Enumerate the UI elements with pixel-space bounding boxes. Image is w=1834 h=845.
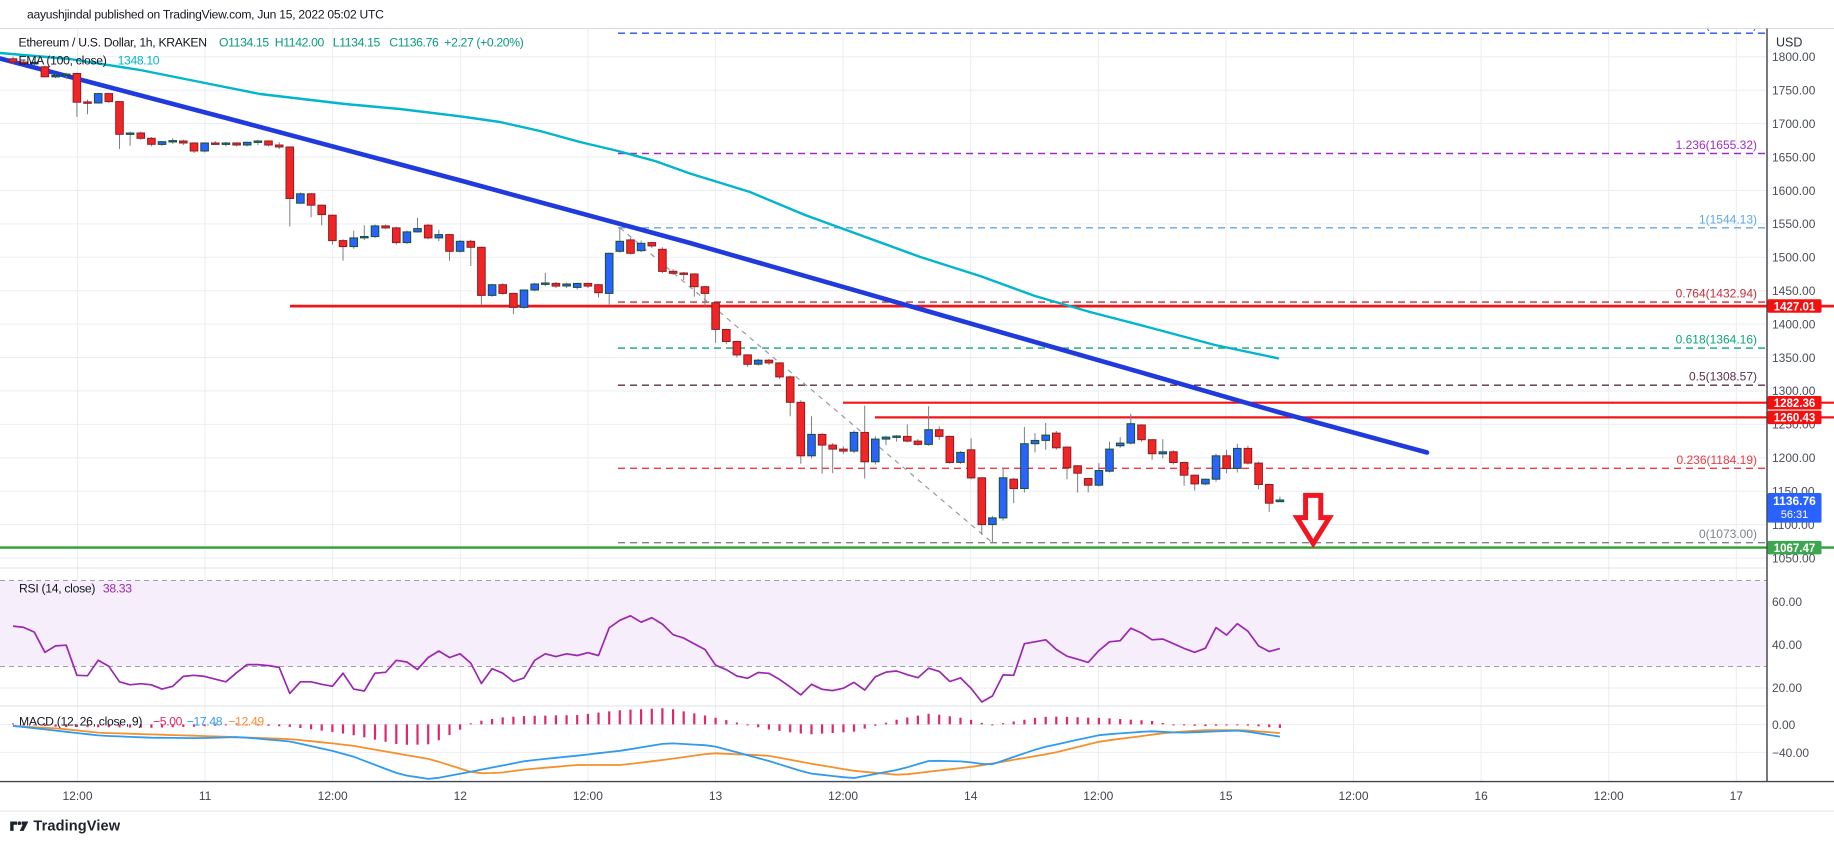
svg-text:1500.00: 1500.00: [1772, 251, 1816, 265]
svg-text:0.5(1308.57): 0.5(1308.57): [1689, 370, 1757, 384]
svg-text:1.618(1835.29): 1.618(1835.29): [1676, 18, 1757, 32]
svg-text:−17.48: −17.48: [187, 715, 223, 729]
svg-text:14: 14: [964, 789, 978, 803]
svg-text:12: 12: [454, 789, 468, 803]
svg-text:1350.00: 1350.00: [1772, 351, 1816, 365]
svg-text:1200.00: 1200.00: [1772, 451, 1816, 465]
svg-text:12:00: 12:00: [1338, 789, 1368, 803]
svg-text:1750.00: 1750.00: [1772, 84, 1816, 98]
svg-text:1(1544.13): 1(1544.13): [1699, 212, 1757, 226]
svg-text:Ethereum / U.S. Dollar, 1h, KR: Ethereum / U.S. Dollar, 1h, KRAKEN: [19, 36, 207, 50]
svg-text:0.764(1432.94): 0.764(1432.94): [1676, 287, 1757, 301]
svg-text:−40.00: −40.00: [1772, 746, 1809, 760]
svg-text:20.00: 20.00: [1772, 681, 1802, 695]
svg-text:1700.00: 1700.00: [1772, 117, 1816, 131]
svg-text:17: 17: [1730, 789, 1744, 803]
svg-text:0.618(1364.16): 0.618(1364.16): [1676, 333, 1757, 347]
svg-text:0(1073.00): 0(1073.00): [1699, 527, 1757, 541]
svg-text:C1136.76: C1136.76: [389, 36, 439, 50]
svg-text:1600.00: 1600.00: [1772, 184, 1816, 198]
svg-text:1067.47: 1067.47: [1774, 543, 1816, 555]
svg-text:+2.27 (+0.20%): +2.27 (+0.20%): [444, 36, 523, 50]
svg-text:1800.00: 1800.00: [1772, 50, 1816, 64]
svg-text:12:00: 12:00: [1594, 789, 1624, 803]
svg-text:1260.43: 1260.43: [1774, 413, 1816, 425]
svg-text:1450.00: 1450.00: [1772, 284, 1816, 298]
svg-text:12:00: 12:00: [62, 789, 92, 803]
svg-text:1050.00: 1050.00: [1772, 551, 1816, 565]
svg-text:12:00: 12:00: [828, 789, 858, 803]
svg-text:−5.00: −5.00: [153, 715, 183, 729]
svg-text:11: 11: [199, 789, 212, 803]
svg-text:12:00: 12:00: [573, 789, 603, 803]
svg-text:1427.01: 1427.01: [1774, 301, 1816, 313]
svg-text:1348.10: 1348.10: [118, 54, 160, 68]
svg-text:EMA (100, close): EMA (100, close): [19, 54, 107, 68]
svg-text:13: 13: [709, 789, 723, 803]
svg-text:O1134.15: O1134.15: [219, 36, 269, 50]
svg-text:12:00: 12:00: [1083, 789, 1113, 803]
svg-text:1400.00: 1400.00: [1772, 317, 1816, 331]
svg-text:USD: USD: [1776, 36, 1802, 50]
svg-text:TradingView: TradingView: [33, 819, 120, 835]
svg-text:56:31: 56:31: [1781, 509, 1809, 521]
svg-text:38.33: 38.33: [103, 582, 132, 596]
svg-text:−12.49: −12.49: [228, 715, 264, 729]
svg-text:0.00: 0.00: [1772, 718, 1796, 732]
svg-text:1550.00: 1550.00: [1772, 217, 1816, 231]
svg-text:1136.76: 1136.76: [1773, 494, 1816, 508]
svg-text:1282.36: 1282.36: [1774, 398, 1816, 410]
svg-text:12:00: 12:00: [318, 789, 348, 803]
svg-text:aayushjindal published on Trad: aayushjindal published on TradingView.co…: [27, 8, 384, 22]
svg-text:0.236(1184.19): 0.236(1184.19): [1676, 453, 1757, 467]
svg-text:1650.00: 1650.00: [1772, 150, 1816, 164]
svg-text:1.236(1655.32): 1.236(1655.32): [1676, 138, 1757, 152]
svg-text:H1142.00: H1142.00: [275, 36, 325, 50]
svg-text:40.00: 40.00: [1772, 638, 1802, 652]
svg-text:60.00: 60.00: [1772, 595, 1802, 609]
svg-text:15: 15: [1219, 789, 1233, 803]
svg-text:RSI (14, close): RSI (14, close): [19, 582, 95, 596]
svg-text:L1134.15: L1134.15: [333, 36, 381, 50]
svg-text:16: 16: [1474, 789, 1488, 803]
svg-text:MACD (12, 26, close, 9): MACD (12, 26, close, 9): [19, 715, 142, 729]
svg-text:1300.00: 1300.00: [1772, 384, 1816, 398]
